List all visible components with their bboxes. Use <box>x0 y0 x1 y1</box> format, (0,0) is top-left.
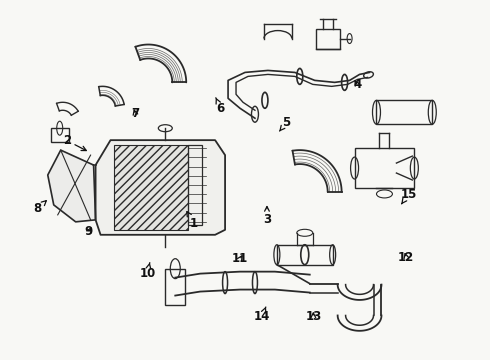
Text: 5: 5 <box>279 116 291 131</box>
Text: 4: 4 <box>353 78 362 91</box>
Bar <box>165 269 185 305</box>
Text: 8: 8 <box>33 201 46 215</box>
Bar <box>277 245 333 265</box>
Bar <box>376 100 432 124</box>
Text: 2: 2 <box>63 134 86 150</box>
Text: 14: 14 <box>254 307 270 323</box>
Bar <box>188 145 202 225</box>
Text: 9: 9 <box>85 225 93 238</box>
Bar <box>114 145 188 230</box>
Bar <box>355 148 415 188</box>
Text: 6: 6 <box>216 98 225 115</box>
Text: 3: 3 <box>263 207 271 226</box>
Text: 13: 13 <box>305 310 321 323</box>
Text: 15: 15 <box>400 188 416 204</box>
Text: 7: 7 <box>131 107 139 120</box>
Text: 10: 10 <box>139 262 155 280</box>
Text: 12: 12 <box>398 251 414 264</box>
Text: 11: 11 <box>232 252 248 265</box>
Text: 1: 1 <box>187 212 198 230</box>
Polygon shape <box>96 140 225 235</box>
Bar <box>316 28 340 49</box>
Polygon shape <box>48 150 96 222</box>
Bar <box>51 128 69 142</box>
